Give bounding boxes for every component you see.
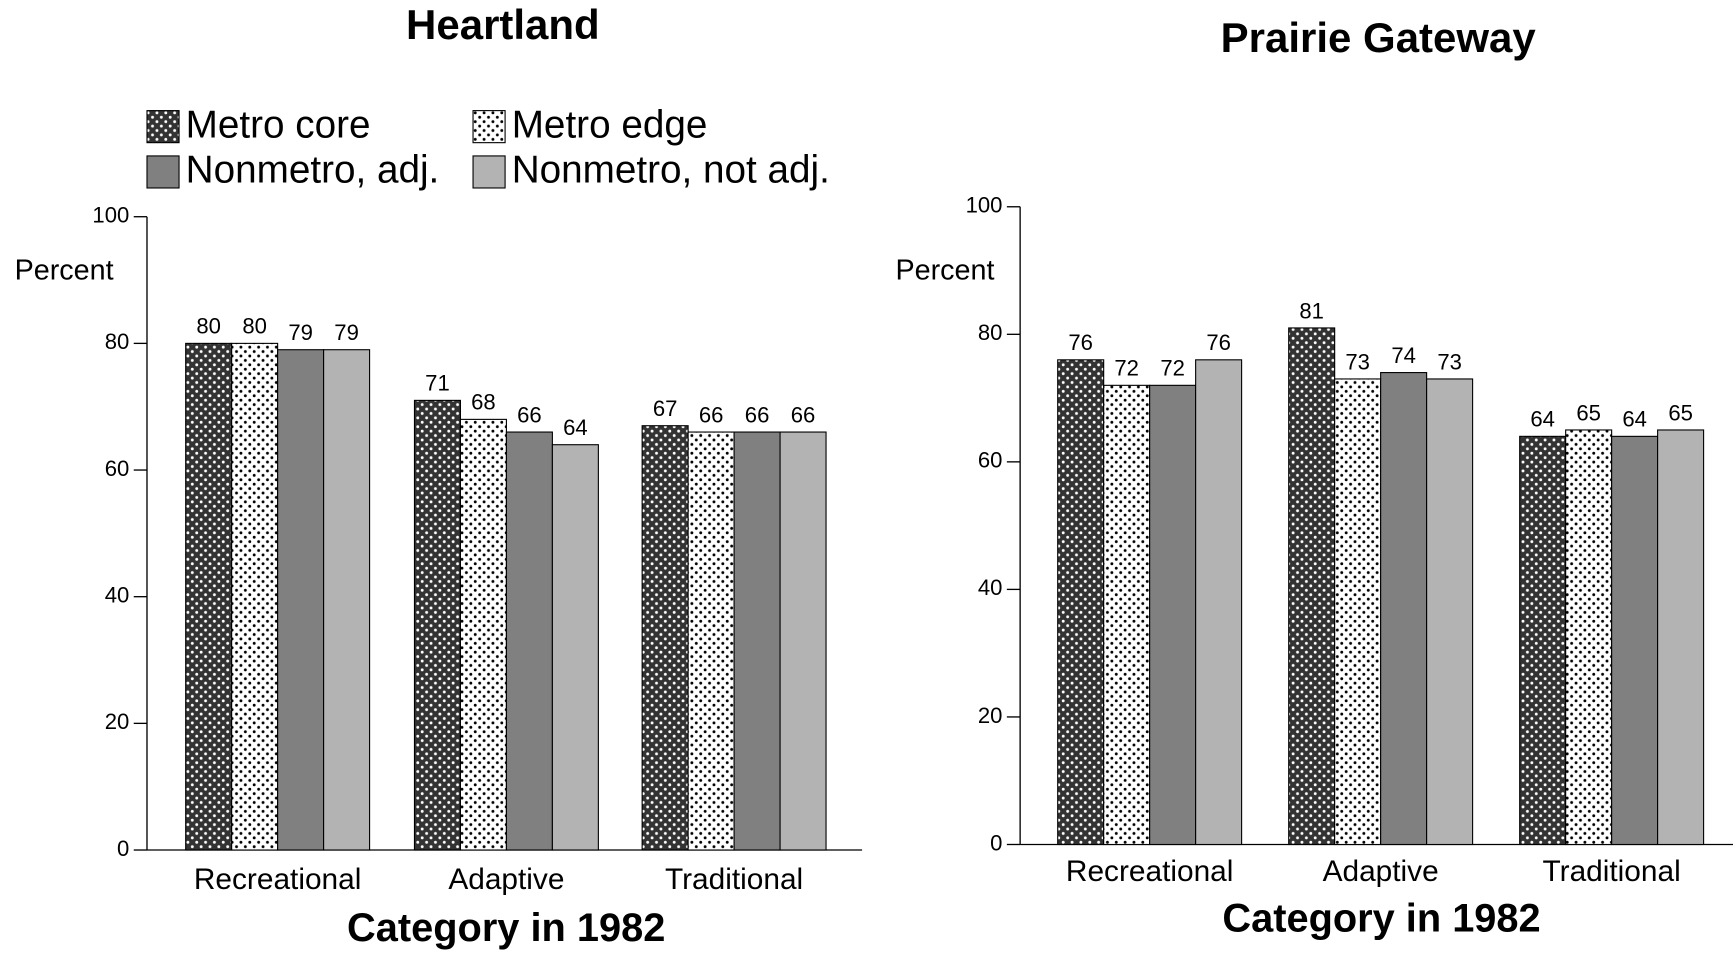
y-tick-label: 20 [978,703,1003,728]
bar [1103,384,1151,846]
value-label: 68 [471,390,496,415]
bar [1288,327,1336,846]
y-tick-label: 80 [105,329,130,354]
value-label: 80 [242,314,267,339]
y-tick-label: 100 [92,203,129,228]
y-tick-label: 80 [978,320,1003,345]
bar [413,399,461,851]
x-tick-label: Adaptive [1323,855,1439,888]
legend-swatch [472,110,506,144]
value-label: 76 [1068,330,1093,355]
value-label: 73 [1437,349,1462,374]
bar [1057,359,1105,846]
chart-title: Prairie Gateway [1221,14,1537,61]
bar [277,349,325,851]
legend-swatch [472,155,506,189]
value-label: 76 [1206,330,1231,355]
y-tick-label: 100 [966,193,1003,218]
bar [1195,359,1243,846]
chart-title: Heartland [406,1,600,48]
bar [231,342,279,851]
value-label: 64 [1622,407,1647,432]
bar [323,349,371,851]
value-label: 65 [1668,400,1693,425]
bar [1519,435,1567,846]
bar [687,431,735,851]
value-label: 66 [745,402,770,427]
bar [1611,435,1659,846]
x-axis-label: Category in 1982 [347,906,665,950]
bar [459,418,507,851]
legend-label: Metro core [186,103,371,146]
bar [733,431,781,851]
bar [641,425,689,851]
value-label: 71 [425,371,450,396]
y-axis-label: Percent [15,255,114,287]
value-label: 66 [699,402,724,427]
value-label: 64 [1530,407,1555,432]
y-tick-label: 40 [105,583,130,608]
bar [1657,429,1705,846]
y-tick-label: 40 [978,575,1003,600]
x-tick-label: Recreational [1066,855,1233,888]
bar [1565,429,1613,846]
bar [505,431,553,851]
value-label: 81 [1299,298,1324,323]
legend-label: Nonmetro, adj. [186,149,440,192]
legend-swatch [146,110,180,144]
value-label: 79 [288,320,313,345]
bar [1426,378,1474,846]
value-label: 66 [517,402,542,427]
value-label: 73 [1345,349,1370,374]
y-tick-label: 0 [117,836,129,861]
value-label: 72 [1114,356,1139,381]
legend-label: Metro edge [512,103,708,146]
value-label: 72 [1160,356,1185,381]
bar [1149,384,1197,846]
bar [779,431,827,851]
legend-swatch [146,155,180,189]
value-label: 65 [1576,400,1601,425]
value-label: 64 [563,415,588,440]
bar [185,342,233,851]
x-tick-label: Traditional [665,863,803,896]
value-label: 79 [334,320,359,345]
y-axis-label: Percent [895,255,994,287]
value-label: 80 [196,314,221,339]
legend-label: Nonmetro, not adj. [512,149,830,192]
value-label: 67 [653,396,678,421]
x-tick-label: Traditional [1543,855,1681,888]
value-label: 74 [1391,343,1416,368]
y-tick-label: 0 [990,830,1002,855]
y-tick-label: 60 [105,456,130,481]
y-tick-label: 20 [105,709,130,734]
bar [1334,378,1382,846]
value-label: 66 [791,402,816,427]
x-tick-label: Adaptive [448,863,564,896]
bar [551,444,599,851]
bar [1380,372,1428,846]
y-tick-label: 60 [978,448,1003,473]
x-tick-label: Recreational [194,863,361,896]
x-axis-label: Category in 1982 [1222,896,1540,940]
